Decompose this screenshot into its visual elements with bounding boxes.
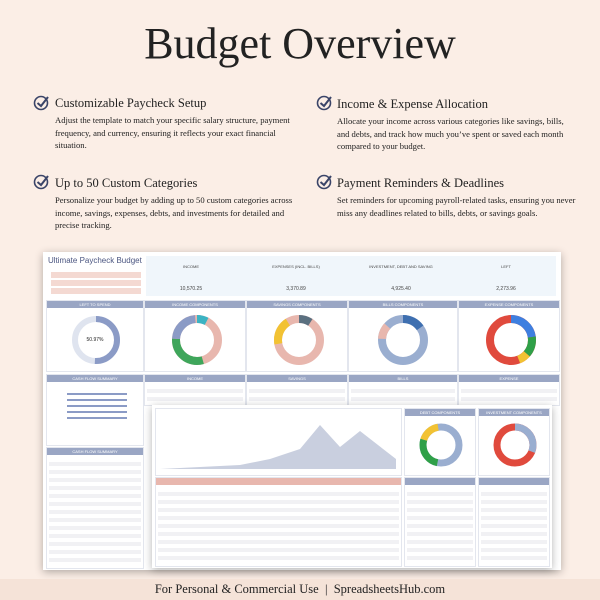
table-head bbox=[479, 478, 549, 485]
bars bbox=[67, 393, 127, 395]
component-panel: EXPENSE COMPONENTS bbox=[458, 300, 560, 372]
spreadsheet: DEBT COMPONENTS INVESTMENT COMPONENTS bbox=[152, 405, 552, 568]
panel-title: EXPENSE COMPONENTS bbox=[459, 301, 559, 308]
panel-title: SAVINGS COMPONENTS bbox=[247, 301, 347, 308]
check-icon bbox=[316, 95, 332, 111]
donut bbox=[72, 316, 120, 364]
kpi-band: INCOME 10,570.25 EXPENSES (INCL. BILLS) 3,… bbox=[146, 256, 556, 296]
table bbox=[404, 477, 476, 567]
feature-text: Set reminders for upcoming payroll-relat… bbox=[337, 195, 576, 218]
panel-title: CASH FLOW SUMMARY bbox=[47, 448, 143, 455]
donut bbox=[378, 315, 428, 365]
footer: For Personal & Commercial Use | Spreadsh… bbox=[0, 582, 600, 597]
component-panel: INVESTMENT COMPONENTS bbox=[478, 408, 550, 476]
feature-text: Personalize your budget by adding up to … bbox=[55, 195, 293, 230]
panel-title: DEBT COMPONENTS bbox=[405, 409, 475, 416]
table: SAVINGS bbox=[246, 374, 348, 406]
trend-panel bbox=[155, 408, 402, 476]
kpi-value: 3,370.89 bbox=[286, 286, 306, 292]
feature-title: Customizable Paycheck Setup bbox=[55, 96, 207, 110]
feature-title: Payment Reminders & Deadlines bbox=[337, 176, 504, 190]
donut bbox=[486, 315, 536, 365]
sheet-title: Ultimate Paycheck Budget bbox=[48, 256, 142, 265]
component-panel: INCOME COMPONENTS bbox=[144, 300, 246, 372]
table-title: EXPENSE bbox=[459, 375, 559, 382]
panel-title: INCOME COMPONENTS bbox=[145, 301, 245, 308]
feature-text: Allocate your income across various cate… bbox=[337, 116, 564, 151]
component-panel: DEBT COMPONENTS bbox=[404, 408, 476, 476]
donut bbox=[274, 315, 324, 365]
table-title: SAVINGS bbox=[247, 375, 347, 382]
table: INCOME bbox=[144, 374, 246, 406]
donut-label: 50.97% bbox=[86, 337, 104, 343]
kpi-label: INVESTMENT, DEBT AND SAVING bbox=[369, 264, 433, 269]
settings-block bbox=[51, 272, 141, 296]
kpi-value: 4,925.40 bbox=[391, 286, 411, 292]
area bbox=[160, 425, 396, 469]
panel-title: CASH FLOW SUMMARY bbox=[47, 375, 143, 382]
table-title: INCOME bbox=[145, 375, 245, 382]
panel-title: LEFT TO SPEND bbox=[47, 301, 143, 308]
separator: | bbox=[321, 582, 331, 596]
check-icon bbox=[33, 174, 49, 190]
check-icon bbox=[33, 95, 49, 111]
feature-text: Adjust the template to match your specif… bbox=[55, 115, 290, 150]
check-icon bbox=[316, 174, 332, 190]
cashflow-table: CASH FLOW SUMMARY bbox=[46, 447, 144, 569]
panel-title: BILLS COMPONENTS bbox=[349, 301, 457, 308]
kpi-value: 2,273.96 bbox=[496, 286, 516, 292]
table-title: BILLS bbox=[349, 375, 457, 382]
footer-text: SpreadsheetsHub.com bbox=[333, 582, 446, 596]
donut bbox=[493, 423, 537, 467]
kpi-label: LEFT bbox=[501, 264, 511, 269]
kpi-label: EXPENSES (INCL. BILLS) bbox=[272, 264, 320, 269]
donut bbox=[172, 315, 222, 365]
kpi: INVESTMENT, DEBT AND SAVING 4,925.40 bbox=[356, 264, 446, 292]
donut bbox=[419, 423, 463, 467]
component-panel: BILLS COMPONENTS bbox=[348, 300, 458, 372]
kpi: LEFT 2,273.96 bbox=[461, 264, 551, 292]
component-panel: SAVINGS COMPONENTS bbox=[246, 300, 348, 372]
table-head bbox=[405, 478, 475, 485]
table: EXPENSE bbox=[458, 374, 560, 406]
table bbox=[478, 477, 550, 567]
cashflow-panel: CASH FLOW SUMMARY bbox=[46, 374, 144, 446]
kpi-value: 10,570.25 bbox=[179, 286, 203, 292]
panel-title: INVESTMENT COMPONENTS bbox=[479, 409, 549, 416]
kpi-label: INCOME bbox=[183, 264, 199, 269]
left-panel: LEFT TO SPEND 50.97% bbox=[46, 300, 144, 372]
table-head bbox=[156, 478, 401, 485]
kpi: INCOME 10,570.25 bbox=[146, 264, 236, 292]
transactions bbox=[155, 477, 402, 567]
kpi: EXPENSES (INCL. BILLS) 3,370.89 bbox=[251, 264, 341, 292]
feature-title: Up to 50 Custom Categories bbox=[55, 176, 198, 190]
footer-band bbox=[0, 579, 600, 600]
feature-title: Income & Expense Allocation bbox=[337, 97, 489, 111]
title: Budget Overview bbox=[144, 19, 456, 68]
table: BILLS bbox=[348, 374, 458, 406]
footer-text: For Personal & Commercial Use bbox=[154, 582, 319, 596]
